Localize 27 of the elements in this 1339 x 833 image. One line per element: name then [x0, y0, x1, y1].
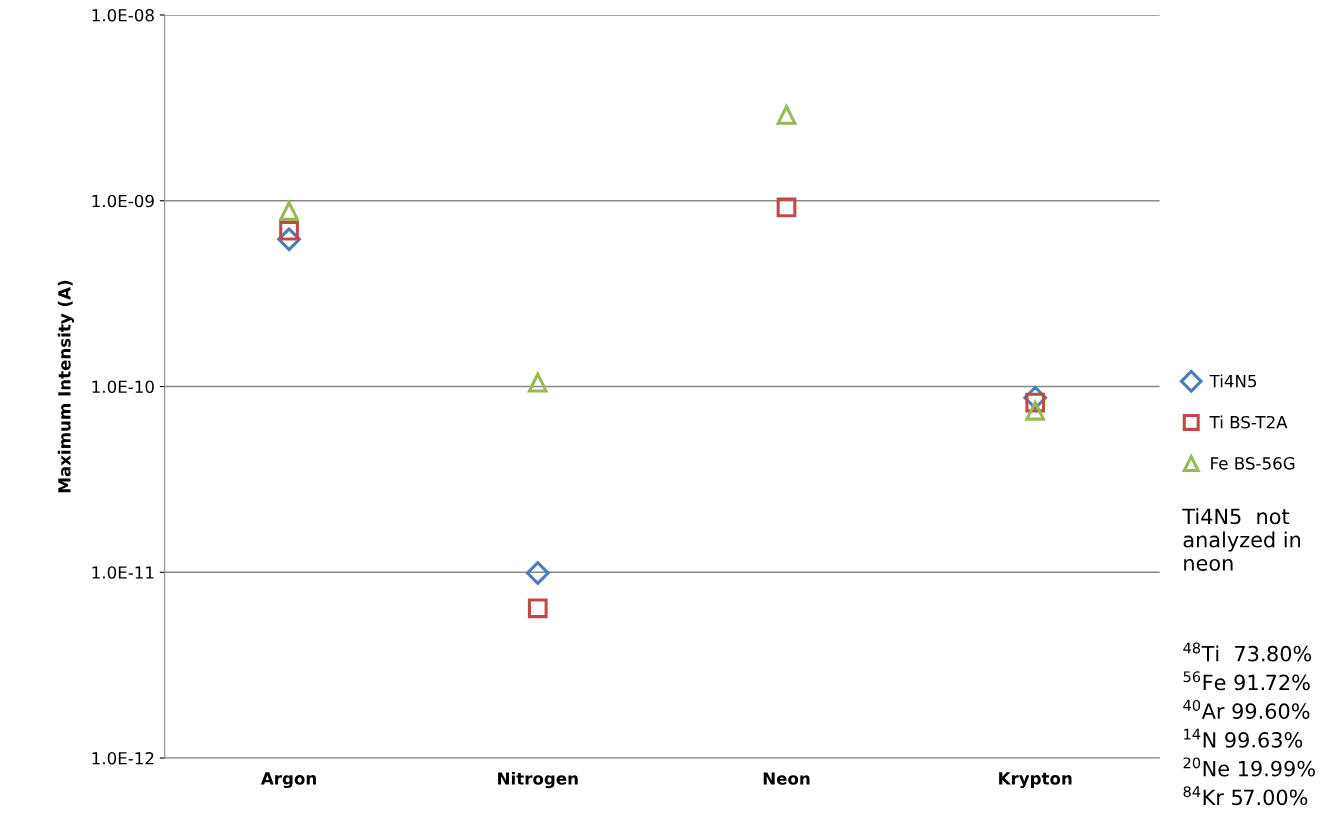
text: $^{14}$N 99.63%: [1184, 728, 1303, 748]
x-tick-label: Neon: [763, 772, 810, 785]
y-tick-label: 1.0E-08: [92, 8, 154, 22]
text: Ti4N5 not analyzed in neon: [1182, 508, 1301, 571]
point: [525, 561, 550, 585]
text: $^{56}$Fe 91.72%: [1183, 671, 1310, 691]
y-axis-title: Maximum Intensity (A): [57, 280, 75, 493]
point: [527, 598, 548, 619]
text: $^{48}$Ti 73.80%: [1183, 642, 1312, 662]
legend-label: Ti4N5: [1209, 374, 1257, 388]
legend-label: Fe BS-56G: [1211, 457, 1295, 470]
y-tick-label: 1.0E-09: [92, 194, 154, 208]
text: $^{40}$Ar 99.60%: [1183, 699, 1310, 720]
x-tick-label: Krypton: [999, 772, 1072, 789]
point: [279, 201, 299, 221]
text: $^{84}$Kr 57.00%: [1183, 786, 1308, 806]
x-tick-label: Nitrogen: [498, 771, 578, 789]
y-tick-label: 1.0E-12: [92, 751, 154, 765]
y-tick-label: 1.0E-11: [92, 566, 154, 579]
point: [776, 197, 797, 218]
point: [1025, 400, 1046, 421]
text: $^{20}$Ne 19.99%: [1183, 757, 1315, 777]
y-tick-label: 1.0E-10: [92, 380, 154, 394]
legend-label: Ti BS-T2A: [1209, 415, 1288, 429]
point: [527, 372, 548, 393]
point: [776, 105, 797, 125]
x-tick-label: Argon: [260, 772, 316, 789]
